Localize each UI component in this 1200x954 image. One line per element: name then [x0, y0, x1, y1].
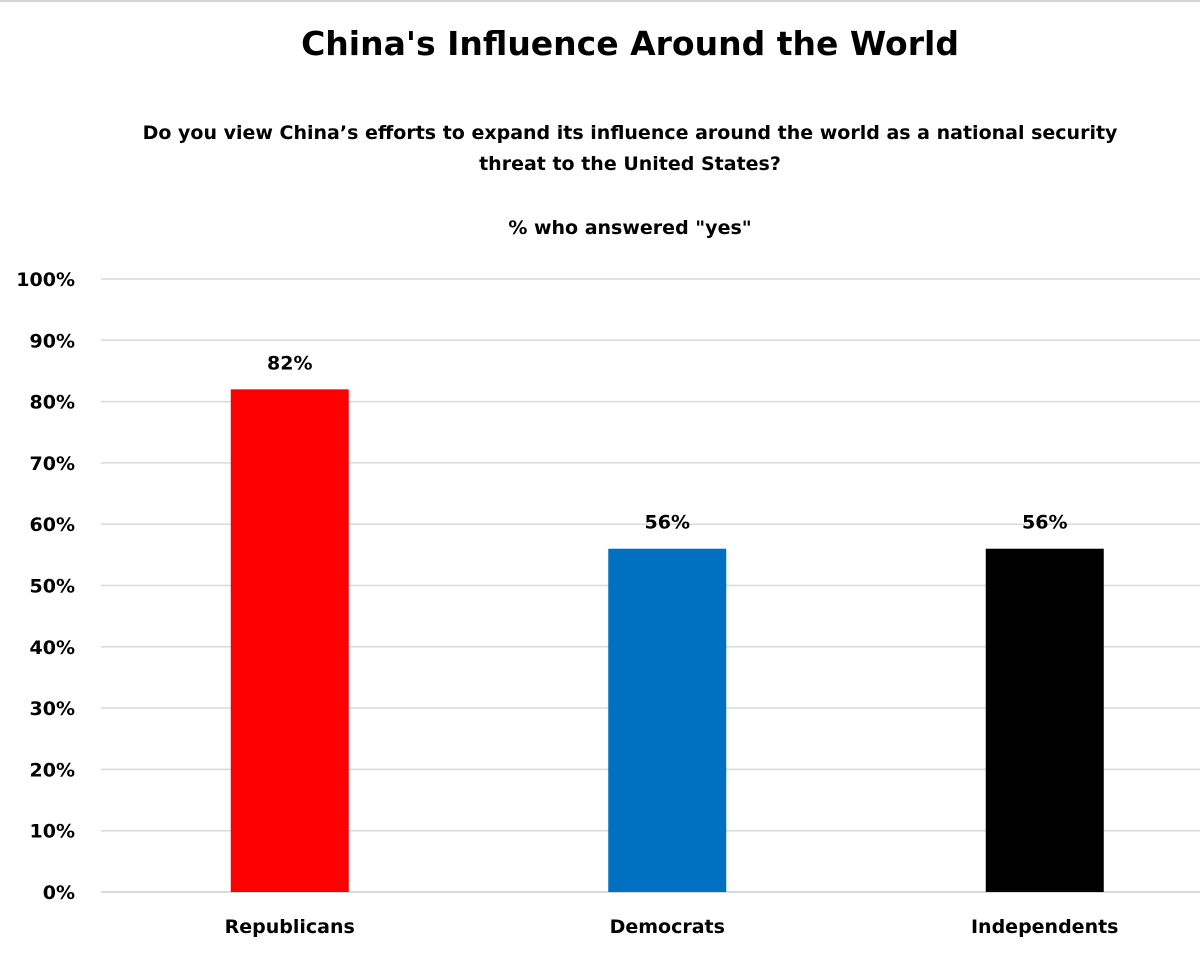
- data-label: 56%: [645, 512, 690, 534]
- y-tick-label: 70%: [30, 453, 75, 475]
- chart-subtitle: Do you view China’s efforts to expand it…: [142, 122, 1118, 175]
- data-label: 82%: [267, 352, 312, 374]
- y-tick-label: 30%: [30, 698, 75, 720]
- y-tick-label: 100%: [16, 269, 75, 291]
- y-tick-label: 50%: [30, 576, 75, 598]
- x-tick-label: Independents: [971, 916, 1119, 938]
- y-tick-label: 0%: [43, 882, 75, 904]
- data-label: 56%: [1022, 512, 1067, 534]
- y-tick-label: 80%: [30, 392, 75, 414]
- bar-republicans: [230, 389, 349, 892]
- top-border: [0, 0, 1200, 2]
- x-tick-label: Republicans: [225, 916, 355, 938]
- y-tick-label: 10%: [30, 821, 75, 843]
- x-tick-label: Democrats: [610, 916, 725, 938]
- y-tick-label: 20%: [30, 759, 75, 781]
- bar-independents: [985, 548, 1104, 892]
- y-tick-label: 60%: [30, 514, 75, 536]
- bar-democrats: [608, 548, 727, 892]
- y-tick-label: 40%: [30, 637, 75, 659]
- y-tick-label: 90%: [30, 330, 75, 352]
- chart-title: China's Influence Around the World: [301, 24, 959, 63]
- chart-note: % who answered "yes": [508, 217, 752, 239]
